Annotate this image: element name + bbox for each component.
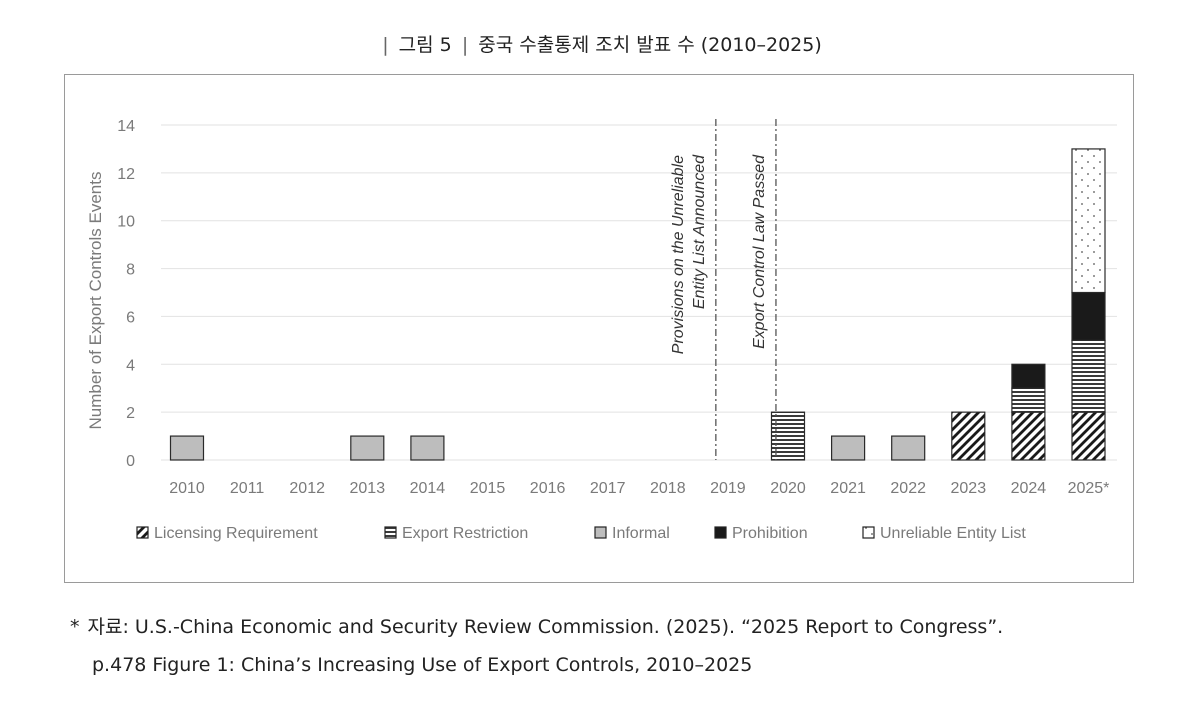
annotation-label: Entity List Announced — [691, 154, 708, 309]
bar-segment — [1071, 291, 1106, 341]
source-line-1: 자료: U.S.-China Economic and Security Rev… — [87, 616, 1004, 638]
y-tick-label: 10 — [117, 214, 135, 231]
bar-segment — [1011, 363, 1046, 389]
x-tick-label: 2019 — [710, 480, 746, 497]
x-tick-label: 2021 — [830, 480, 866, 497]
y-tick-label: 4 — [126, 357, 135, 374]
figure-title: | 그림 5 | 중국 수출통제 조치 발표 수 (2010–2025) — [382, 34, 822, 56]
x-tick-label: 2018 — [650, 480, 686, 497]
legend-label: Unreliable Entity List — [880, 525, 1026, 542]
x-tick-label: 2014 — [410, 480, 446, 497]
x-tick-label: 2023 — [951, 480, 987, 497]
bar-segment — [891, 435, 926, 461]
chart: 0 2 4 6 8 10 12 14 2010 2011 2012 2013 2014 2015 2016… — [86, 118, 1117, 542]
bar-segment — [1071, 339, 1106, 413]
y-axis-label: Number of Export Controls Events — [86, 172, 105, 430]
x-tick-label: 2022 — [890, 480, 926, 497]
legend-swatch — [594, 526, 607, 539]
y-tick-label: 8 — [126, 262, 135, 279]
legend-label: Prohibition — [732, 525, 808, 542]
source-marker: * — [70, 616, 80, 638]
y-tick-label: 12 — [117, 166, 135, 183]
x-tick-label: 2013 — [350, 480, 386, 497]
y-tick-label: 2 — [126, 405, 135, 422]
legend-swatch — [714, 526, 727, 539]
source-note: * 자료: U.S.-China Economic and Security R… — [70, 608, 1150, 684]
legend-label: Export Restriction — [402, 525, 528, 542]
x-tick-label: 2015 — [470, 480, 506, 497]
legend-swatch — [384, 526, 397, 539]
chart-frame: 0 2 4 6 8 10 12 14 2010 2011 2012 2013 2014 2015 2016… — [64, 74, 1134, 583]
figure-label: 그림 5 — [398, 34, 452, 56]
legend-swatch — [136, 526, 149, 539]
bar-segment — [1071, 148, 1106, 294]
legend-label: Licensing Requirement — [154, 525, 318, 542]
legend-swatch — [862, 526, 875, 539]
figure-caption: 중국 수출통제 조치 발표 수 (2010–2025) — [478, 34, 822, 56]
x-tick-label: 2024 — [1011, 480, 1047, 497]
x-tick-label: 2012 — [289, 480, 325, 497]
bar-segment — [1011, 387, 1046, 413]
bar-segment — [169, 435, 205, 461]
x-tick-label: 2025* — [1068, 480, 1110, 497]
x-tick-label: 2020 — [770, 480, 806, 497]
y-tick-label: 0 — [126, 453, 135, 470]
bar-segment — [1011, 411, 1046, 461]
x-tick-label: 2010 — [169, 480, 205, 497]
y-tick-label: 14 — [117, 118, 135, 135]
source-line-2: p.478 Figure 1: China’s Increasing Use o… — [92, 654, 753, 676]
bar-segment — [410, 435, 445, 461]
bar-segment — [1071, 411, 1106, 461]
legend-label: Informal — [612, 525, 670, 542]
bar-segment — [830, 435, 866, 461]
bar-segment — [951, 411, 986, 461]
annotation-label: Provisions on the Unreliable — [670, 155, 687, 354]
y-tick-label: 6 — [126, 309, 135, 326]
x-tick-label: 2016 — [530, 480, 566, 497]
bar-segment — [350, 435, 385, 461]
x-tick-label: 2017 — [590, 480, 626, 497]
x-tick-label: 2011 — [230, 480, 265, 497]
bar-segment — [770, 411, 806, 461]
annotation-label: Export Control Law Passed — [751, 154, 768, 349]
